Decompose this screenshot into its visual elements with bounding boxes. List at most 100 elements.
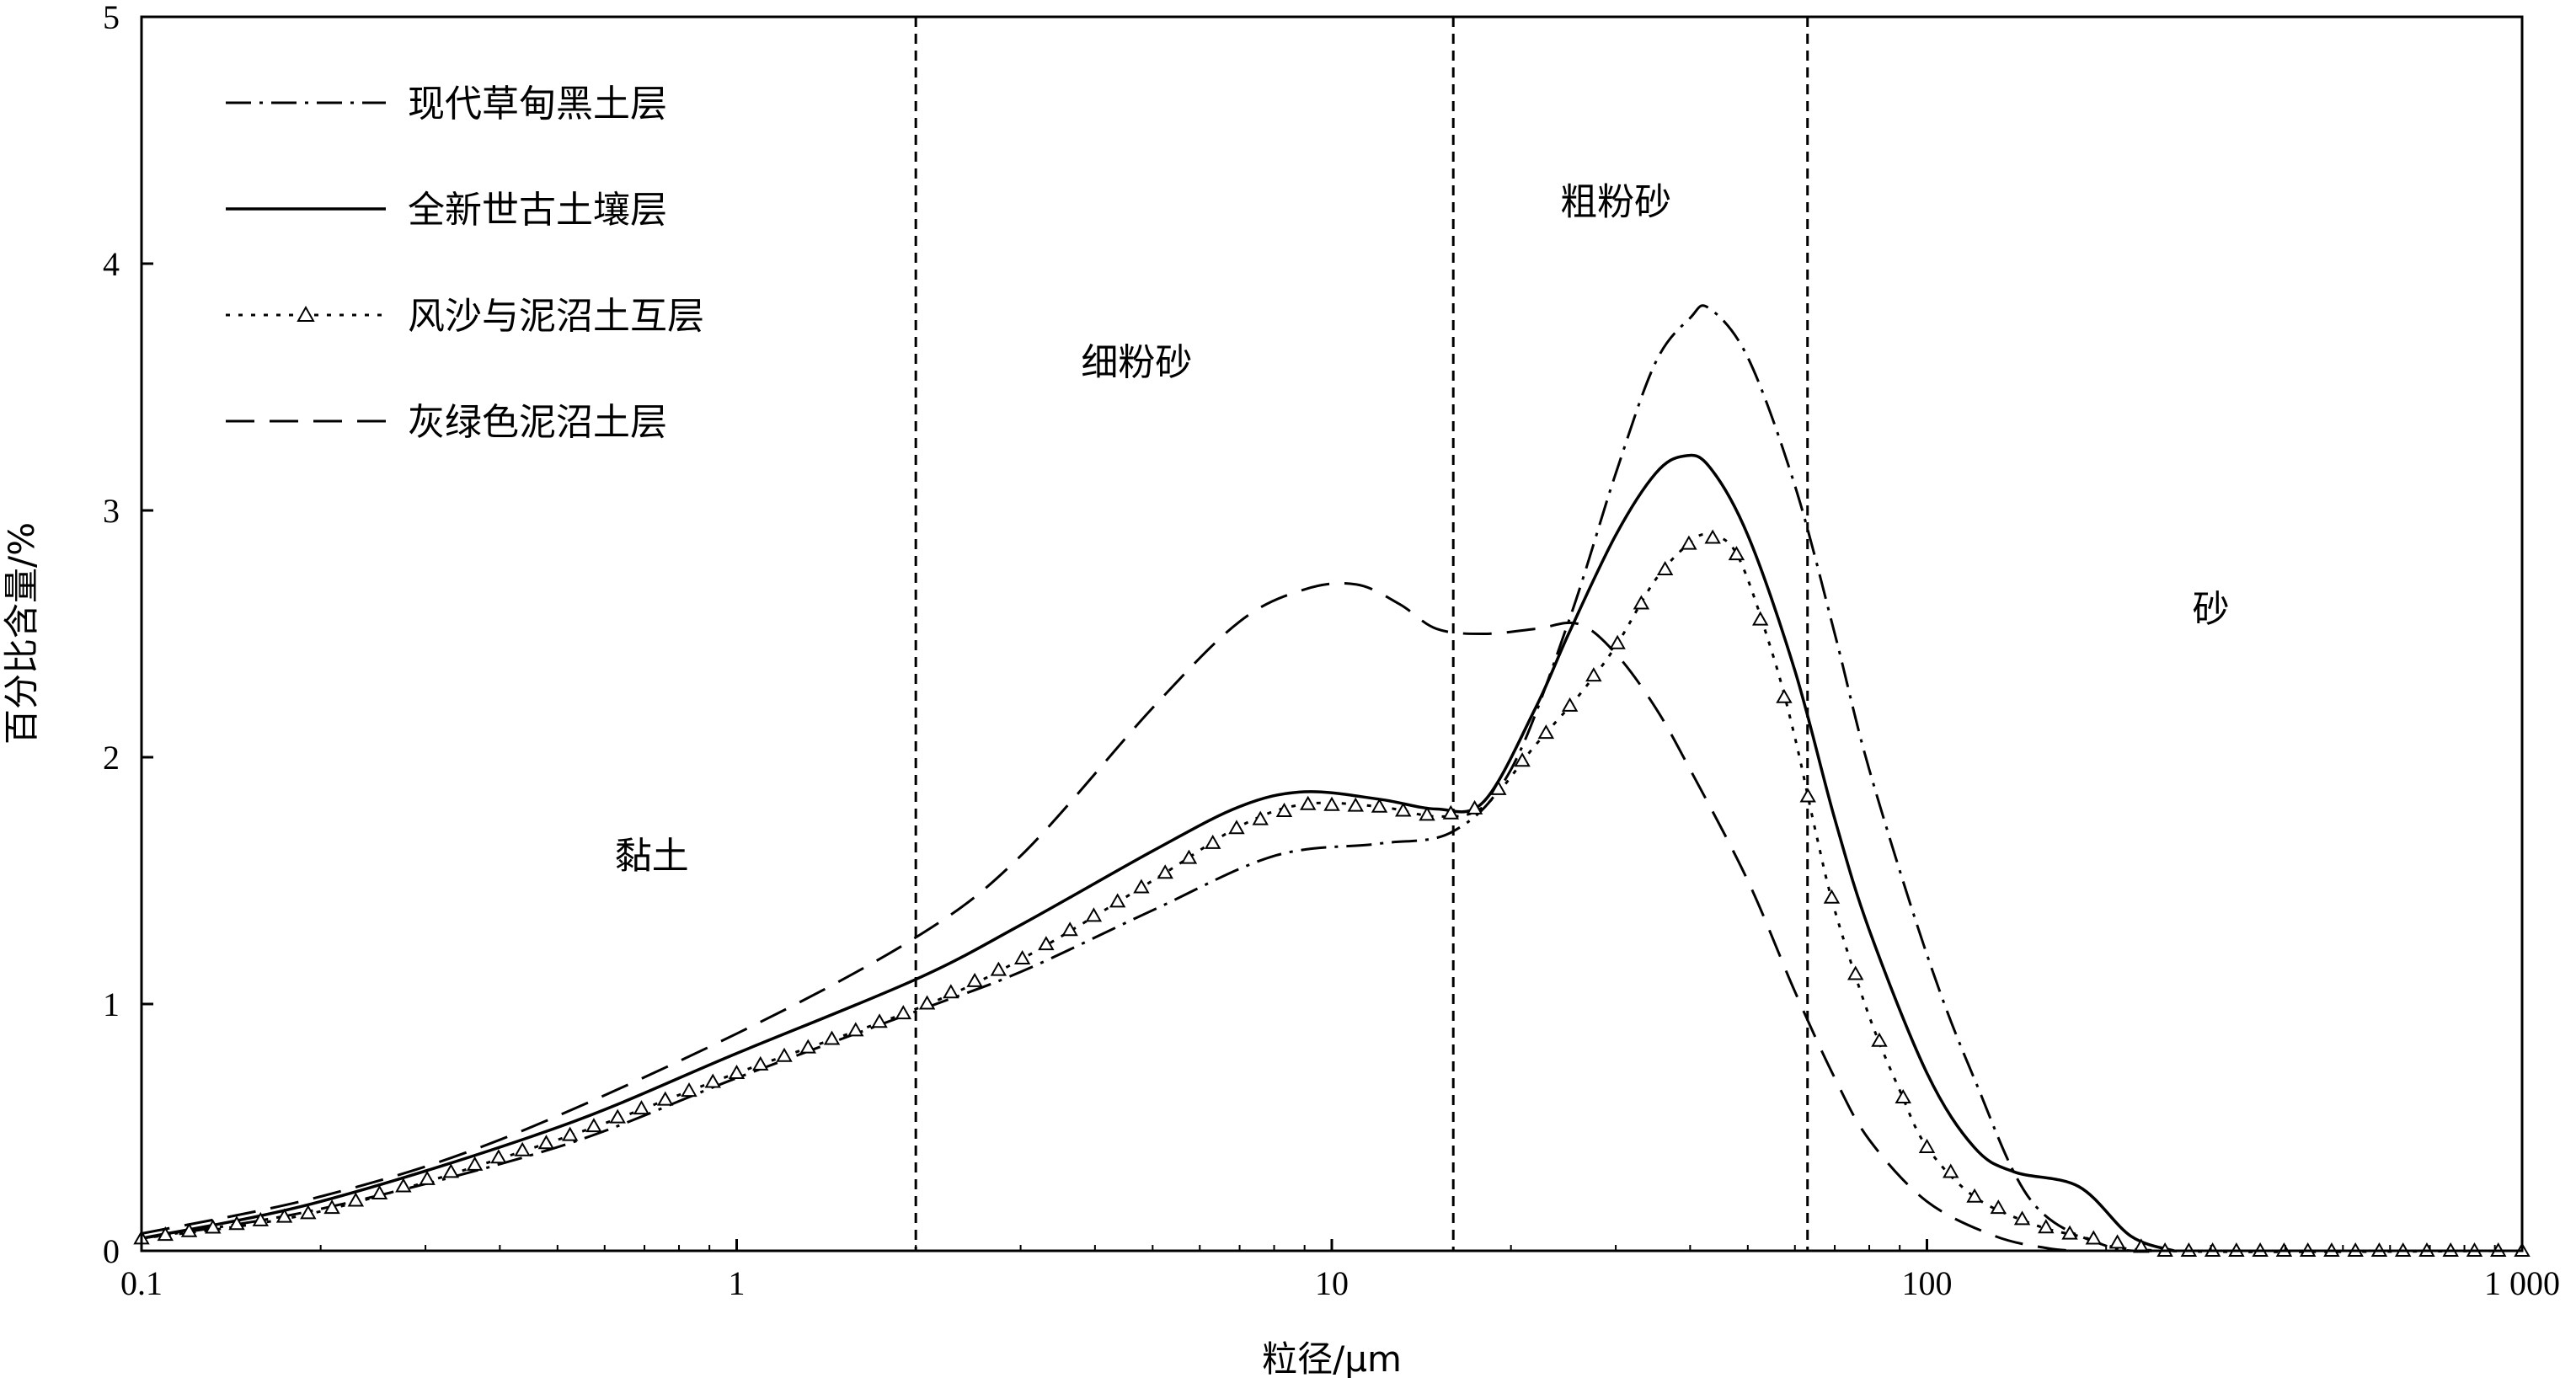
series-marker: [1823, 889, 1841, 904]
y-tick-label-4: 3: [103, 492, 120, 530]
series-marker: [1751, 611, 1769, 626]
series-marker: [300, 1204, 317, 1220]
series-marker: [895, 1005, 912, 1020]
series-marker: [252, 1211, 270, 1226]
series-marker: [371, 1184, 388, 1199]
series-marker: [1609, 634, 1626, 649]
series-lines: [133, 304, 2531, 1257]
series-marker: [633, 1100, 650, 1115]
series-marker: [1371, 798, 1388, 813]
series-marker: [1395, 802, 1412, 817]
series-marker: [395, 1178, 412, 1193]
series-marker: [656, 1091, 674, 1106]
series-line-4: [141, 582, 2080, 1252]
legend-label-4: 灰绿色泥沼土层: [408, 401, 667, 444]
series-marker: [1466, 799, 1483, 815]
series-marker: [918, 995, 936, 1010]
series-marker: [490, 1149, 507, 1164]
x-tick-label-3: 10: [1315, 1264, 1349, 1302]
y-tick-label-5: 4: [103, 245, 120, 283]
series-marker: [1300, 795, 1317, 810]
series-marker: [1038, 936, 1055, 951]
region-label-3: 粗粉砂: [1560, 180, 1671, 223]
series-marker: [823, 1030, 841, 1045]
series-marker: [228, 1215, 245, 1231]
series-marker: [419, 1170, 436, 1185]
y-tick-label-1: 0: [103, 1232, 120, 1270]
series-marker: [2013, 1210, 2031, 1226]
series-marker: [1846, 965, 1864, 980]
series-marker: [1133, 879, 1150, 894]
series-marker: [1990, 1199, 2007, 1215]
series-marker: [871, 1013, 888, 1028]
series-marker: [776, 1047, 793, 1062]
series-marker: [704, 1073, 721, 1088]
series-marker: [966, 972, 983, 987]
series-marker: [323, 1199, 340, 1215]
series-marker: [1537, 724, 1555, 740]
series-marker: [1109, 893, 1126, 908]
series-marker: [442, 1163, 460, 1178]
series-marker: [1966, 1188, 1983, 1203]
series-marker: [1442, 804, 1460, 820]
y-axis-title: 百分比含量/%: [1, 522, 42, 745]
series-marker: [1490, 780, 1507, 795]
x-tick-label-5: 1 000: [2484, 1264, 2560, 1302]
series-marker: [205, 1219, 222, 1234]
x-tick-label-2: 1: [729, 1264, 746, 1302]
series-marker: [2038, 1219, 2055, 1234]
series-marker: [1585, 667, 1602, 682]
series-marker: [990, 961, 1007, 976]
y-tick-label-2: 1: [103, 985, 120, 1023]
y-tick-label-3: 2: [103, 739, 120, 777]
series-marker: [799, 1039, 817, 1054]
series-marker: [561, 1126, 579, 1141]
series-marker: [1561, 697, 1579, 712]
legend-label-1: 现代草甸黑土层: [408, 83, 667, 126]
series-marker: [275, 1208, 293, 1223]
series-marker: [1061, 921, 1078, 937]
series-marker: [1347, 797, 1364, 812]
series-marker: [1918, 1138, 1936, 1153]
series-marker: [1656, 560, 1674, 575]
series-marker: [2108, 1234, 2126, 1249]
x-tick-label-1: 0.1: [120, 1264, 163, 1302]
region-label-4: 砂: [2193, 588, 2230, 631]
series-marker: [1228, 820, 1245, 835]
series-marker: [1633, 595, 1650, 610]
series-marker: [1704, 529, 1721, 544]
region-label-2: 细粉砂: [1081, 341, 1192, 384]
series-line-2: [141, 453, 2175, 1252]
boundary-lines: [914, 17, 1809, 1251]
y-tick-label-6: 5: [103, 0, 120, 36]
series-marker: [681, 1082, 697, 1098]
series-marker: [537, 1135, 555, 1150]
series-marker: [943, 984, 959, 999]
series-marker: [752, 1055, 769, 1071]
series-marker: [1871, 1032, 1888, 1047]
series-marker: [1728, 546, 1745, 561]
series-marker: [1895, 1089, 1911, 1104]
series-marker: [1013, 950, 1031, 965]
region-label-1: 黏土: [615, 835, 689, 878]
series-marker: [1275, 802, 1293, 817]
axis-ticks: 0.1 1 10 100 1 000 0 1 2 3 4 5: [103, 0, 2560, 1302]
series-marker: [2085, 1230, 2103, 1245]
series-line-3: [141, 532, 2523, 1253]
series-marker: [1204, 834, 1221, 849]
series-line-1: [141, 304, 2164, 1252]
series-marker: [180, 1222, 198, 1237]
series-marker: [609, 1108, 626, 1124]
series-marker: [1085, 907, 1103, 922]
series-marker: [466, 1156, 484, 1171]
series-marker: [347, 1192, 365, 1207]
series-marker: [1681, 535, 1697, 550]
series-marker: [1419, 806, 1435, 821]
series-marker: [1252, 810, 1269, 825]
series-marker: [1180, 849, 1198, 864]
x-tick-label-4: 100: [1902, 1264, 1953, 1302]
series-marker: [1323, 796, 1340, 811]
